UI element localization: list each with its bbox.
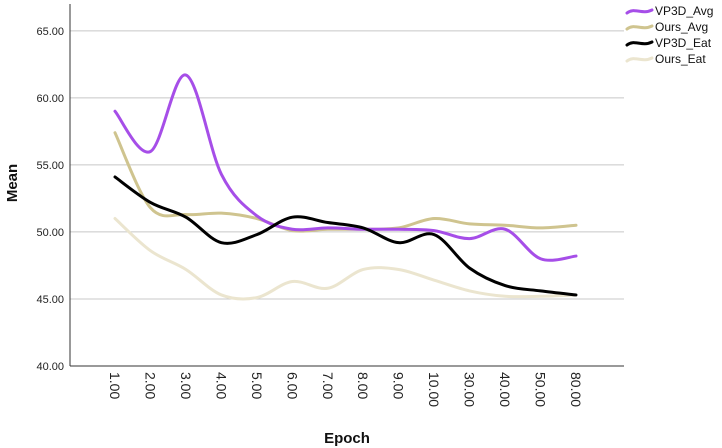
legend-item: VP3D_Eat xyxy=(625,36,712,50)
y-tick-label: 65.00 xyxy=(36,26,64,38)
series-lines xyxy=(113,73,578,301)
x-tick-label: 8.00 xyxy=(355,372,371,399)
y-tick-label: 60.00 xyxy=(36,93,64,105)
legend-swatch xyxy=(625,40,654,47)
legend: VP3D_Avg Ours_Avg VP3D_Eat Ours_Eat xyxy=(625,4,713,66)
series-line-vp3d-eat xyxy=(113,175,578,297)
legend-swatch xyxy=(625,24,654,31)
axes xyxy=(69,4,624,367)
grid-lines xyxy=(70,30,624,300)
x-tick-label: 3.00 xyxy=(178,372,194,399)
legend-label: Ours_Avg xyxy=(655,20,708,34)
legend-item: Ours_Avg xyxy=(625,20,708,34)
x-tick-label: 4.00 xyxy=(213,372,229,399)
series-line-vp3d-avg xyxy=(113,73,578,262)
x-tick-label: 30.00 xyxy=(462,372,478,407)
y-tick-label: 50.00 xyxy=(36,227,64,239)
x-tick-label: 50.00 xyxy=(533,372,549,407)
legend-swatch xyxy=(625,8,654,15)
x-tick-label: 1.00 xyxy=(107,372,123,399)
y-tick-labels: 40.00 45.00 50.00 55.00 60.00 65.00 xyxy=(36,26,64,373)
legend-item: Ours_Eat xyxy=(625,52,706,66)
legend-label: VP3D_Eat xyxy=(655,36,712,50)
y-tick-label: 55.00 xyxy=(36,160,64,172)
x-tick-label: 2.00 xyxy=(142,372,158,399)
legend-label: Ours_Eat xyxy=(655,52,706,66)
x-tick-label: 80.00 xyxy=(568,372,584,407)
x-tick-label: 40.00 xyxy=(497,372,513,407)
y-axis-title: Mean xyxy=(4,164,21,202)
y-tick-label: 45.00 xyxy=(36,294,64,306)
legend-label: VP3D_Avg xyxy=(655,4,713,18)
x-tick-label: 5.00 xyxy=(249,372,265,399)
x-tick-label: 7.00 xyxy=(320,372,336,399)
x-tick-label: 6.00 xyxy=(284,372,300,399)
x-tick-label: 9.00 xyxy=(391,372,407,399)
legend-item: VP3D_Avg xyxy=(625,4,713,18)
x-axis-title: Epoch xyxy=(324,430,370,447)
series-line-ours-eat xyxy=(113,217,578,301)
legend-swatch xyxy=(625,56,654,63)
x-tick-labels: 1.00 2.00 3.00 4.00 5.00 6.00 7.00 8.00 9.00 10.0… xyxy=(107,372,584,407)
y-tick-label: 40.00 xyxy=(36,361,64,373)
x-tick-label: 10.00 xyxy=(426,372,442,407)
